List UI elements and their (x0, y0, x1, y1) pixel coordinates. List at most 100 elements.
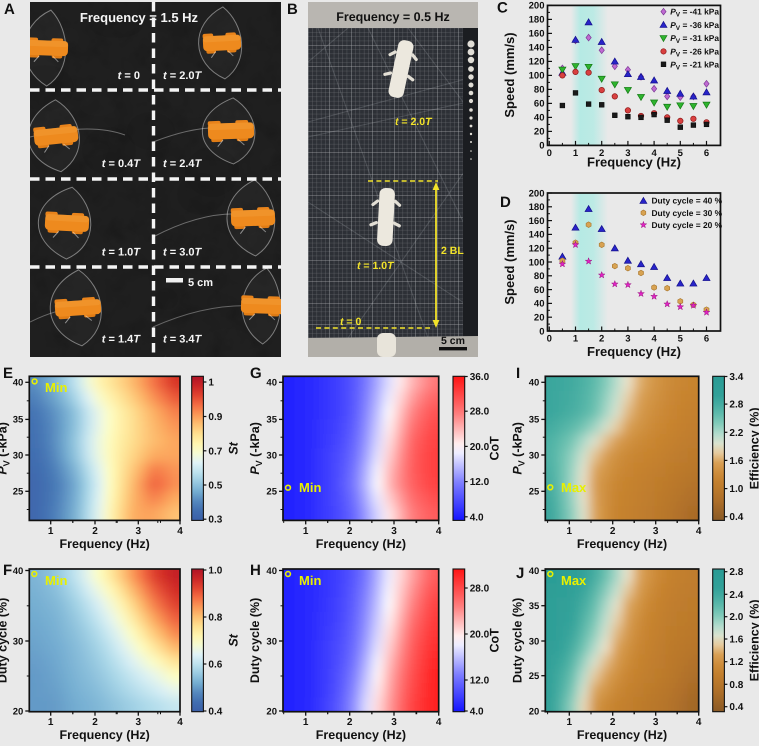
svg-text:20: 20 (534, 313, 545, 324)
svg-text:2: 2 (347, 717, 353, 728)
svg-text:0.6: 0.6 (208, 660, 222, 671)
svg-text:3: 3 (136, 717, 142, 728)
svg-text:35: 35 (266, 415, 277, 426)
svg-text:2 BL: 2 BL (441, 245, 464, 257)
svg-text:200: 200 (529, 188, 545, 199)
svg-text:CoT: CoT (488, 628, 502, 653)
svg-text:4: 4 (177, 526, 183, 537)
svg-text:1.6: 1.6 (729, 456, 743, 467)
svg-text:I: I (516, 365, 520, 382)
svg-text:30: 30 (13, 636, 24, 647)
svg-text:Min: Min (45, 380, 67, 395)
svg-text:140: 140 (529, 230, 545, 241)
svg-text:t = 2.0T: t = 2.0T (395, 116, 433, 128)
svg-text:40: 40 (13, 378, 24, 389)
svg-text:40: 40 (529, 566, 540, 577)
svg-text:40: 40 (13, 566, 24, 577)
svg-text:Efficiency (%): Efficiency (%) (747, 599, 759, 681)
svg-text:2: 2 (599, 334, 604, 345)
svg-text:3: 3 (136, 526, 142, 537)
svg-text:30: 30 (529, 636, 540, 647)
svg-text:4: 4 (696, 717, 702, 728)
svg-text:1.6: 1.6 (729, 635, 743, 646)
svg-text:100: 100 (529, 71, 545, 82)
svg-text:2: 2 (92, 717, 98, 728)
svg-text:0.7: 0.7 (208, 446, 222, 457)
svg-text:4.0: 4.0 (470, 707, 484, 718)
svg-text:PV = -36 kPa: PV = -36 kPa (670, 20, 719, 32)
svg-text:2.0: 2.0 (729, 612, 743, 623)
svg-text:1: 1 (567, 526, 573, 537)
svg-text:40: 40 (529, 378, 540, 389)
svg-text:0.8: 0.8 (729, 680, 743, 691)
svg-text:20.0: 20.0 (470, 442, 490, 453)
svg-text:Min: Min (45, 573, 67, 588)
svg-text:5: 5 (678, 334, 684, 345)
svg-text:1.0: 1.0 (208, 566, 222, 577)
svg-text:1: 1 (567, 717, 573, 728)
svg-text:t = 0: t = 0 (118, 70, 140, 82)
svg-text:1: 1 (573, 334, 579, 345)
svg-text:20: 20 (529, 706, 540, 717)
svg-text:28.0: 28.0 (470, 407, 490, 418)
svg-text:2.8: 2.8 (729, 400, 743, 411)
svg-text:E: E (3, 365, 13, 382)
svg-text:0: 0 (547, 334, 552, 345)
svg-text:40: 40 (266, 566, 277, 577)
svg-text:Frequency = 0.5 Hz: Frequency = 0.5 Hz (336, 10, 450, 24)
svg-text:30: 30 (13, 450, 24, 461)
svg-text:100: 100 (529, 257, 545, 268)
svg-text:Max: Max (561, 573, 587, 588)
svg-text:4: 4 (177, 717, 183, 728)
svg-text:t = 0.4T: t = 0.4T (102, 158, 142, 170)
svg-text:60: 60 (534, 99, 545, 110)
svg-text:4: 4 (696, 526, 702, 537)
svg-text:Frequency (Hz): Frequency (Hz) (60, 728, 150, 742)
svg-text:t = 2.4T: t = 2.4T (163, 158, 203, 170)
svg-text:3: 3 (625, 334, 630, 345)
svg-text:0: 0 (539, 326, 544, 337)
svg-text:St: St (226, 441, 240, 454)
svg-text:25: 25 (529, 671, 540, 682)
svg-text:B: B (287, 1, 298, 18)
svg-text:5 cm: 5 cm (441, 335, 465, 347)
svg-text:1: 1 (208, 378, 214, 389)
svg-text:Speed (mm/s): Speed (mm/s) (502, 32, 517, 117)
svg-text:0.4: 0.4 (208, 707, 222, 718)
svg-text:3: 3 (653, 717, 659, 728)
svg-text:Efficiency (%): Efficiency (%) (747, 407, 759, 489)
svg-text:20: 20 (13, 706, 24, 717)
svg-text:D: D (500, 194, 511, 211)
svg-text:Speed (mm/s): Speed (mm/s) (502, 219, 517, 304)
svg-text:St: St (226, 633, 240, 646)
svg-text:20: 20 (266, 706, 277, 717)
svg-text:G: G (250, 365, 262, 382)
svg-text:t = 2.0T: t = 2.0T (163, 70, 203, 82)
svg-text:0.4: 0.4 (729, 512, 743, 523)
svg-text:t = 3.0T: t = 3.0T (163, 247, 203, 259)
svg-text:Min: Min (299, 573, 321, 588)
svg-text:28.0: 28.0 (470, 584, 490, 595)
svg-text:35: 35 (13, 415, 24, 426)
svg-text:CoT: CoT (488, 436, 502, 461)
svg-text:Frequency (Hz): Frequency (Hz) (316, 537, 406, 551)
svg-text:Duty cycle (%): Duty cycle (%) (0, 598, 10, 683)
svg-text:2: 2 (610, 526, 616, 537)
svg-text:60: 60 (534, 285, 545, 296)
svg-text:5: 5 (678, 148, 684, 159)
svg-text:PV = -31 kPa: PV = -31 kPa (670, 33, 719, 45)
svg-text:4: 4 (651, 148, 657, 159)
svg-text:C: C (497, 0, 508, 17)
svg-text:200: 200 (529, 1, 545, 12)
svg-text:Frequency (Hz): Frequency (Hz) (587, 154, 681, 169)
svg-text:J: J (516, 565, 524, 582)
svg-text:20.0: 20.0 (470, 630, 490, 641)
svg-text:80: 80 (534, 271, 545, 282)
svg-text:PV = -26 kPa: PV = -26 kPa (670, 46, 719, 58)
svg-text:180: 180 (529, 15, 545, 26)
svg-text:160: 160 (529, 216, 545, 227)
svg-text:t = 1.0T: t = 1.0T (102, 247, 142, 259)
svg-text:80: 80 (534, 85, 545, 96)
svg-text:Duty cycle = 40 %: Duty cycle = 40 % (652, 196, 723, 206)
svg-text:t = 3.4T: t = 3.4T (163, 334, 203, 346)
